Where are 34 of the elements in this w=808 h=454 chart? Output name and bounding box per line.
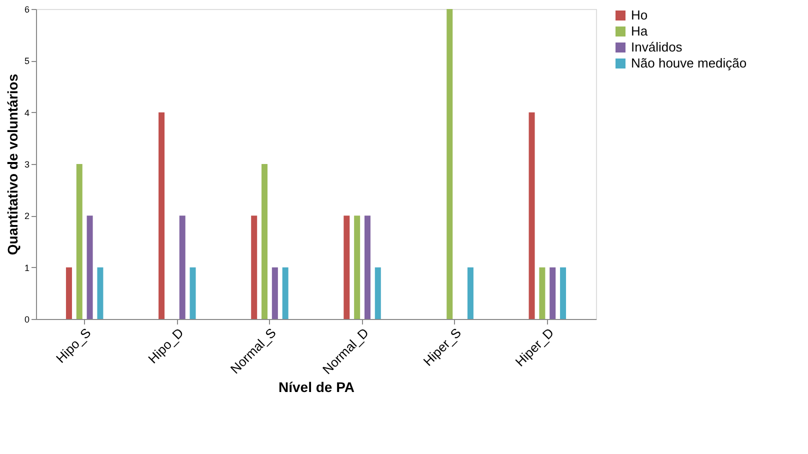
bar <box>364 216 370 319</box>
bar <box>344 216 350 319</box>
y-tick-label: 0 <box>24 314 30 324</box>
y-tick-label: 5 <box>24 56 30 66</box>
legend-label: Não houve medição <box>631 56 747 70</box>
y-tick-label: 3 <box>24 160 30 170</box>
bar <box>374 267 381 319</box>
legend-label: Inválidos <box>631 40 683 54</box>
bar <box>158 112 165 319</box>
bar <box>550 267 556 319</box>
bar <box>528 112 535 319</box>
bar <box>190 267 196 319</box>
bar <box>272 267 278 319</box>
bar <box>282 267 288 319</box>
y-tick-label: 1 <box>24 262 30 273</box>
y-tick-label: 6 <box>24 4 30 14</box>
bar <box>560 267 566 319</box>
x-axis-title: Nível de PA <box>278 379 354 396</box>
bar <box>251 216 258 319</box>
y-tick-label: 4 <box>24 108 30 118</box>
bar <box>76 164 82 319</box>
legend-label: Ha <box>631 24 648 38</box>
bar <box>446 9 453 319</box>
y-axis-title: Quantitativo de voluntários <box>4 74 20 256</box>
bar <box>262 164 268 319</box>
bar <box>467 267 474 319</box>
bar <box>86 216 93 319</box>
bar <box>179 216 186 319</box>
bar <box>66 267 72 319</box>
bar <box>539 267 546 319</box>
legend-label: Ho <box>631 8 648 22</box>
bar <box>354 216 360 319</box>
bar <box>97 267 104 319</box>
y-tick-label: 2 <box>24 211 30 222</box>
